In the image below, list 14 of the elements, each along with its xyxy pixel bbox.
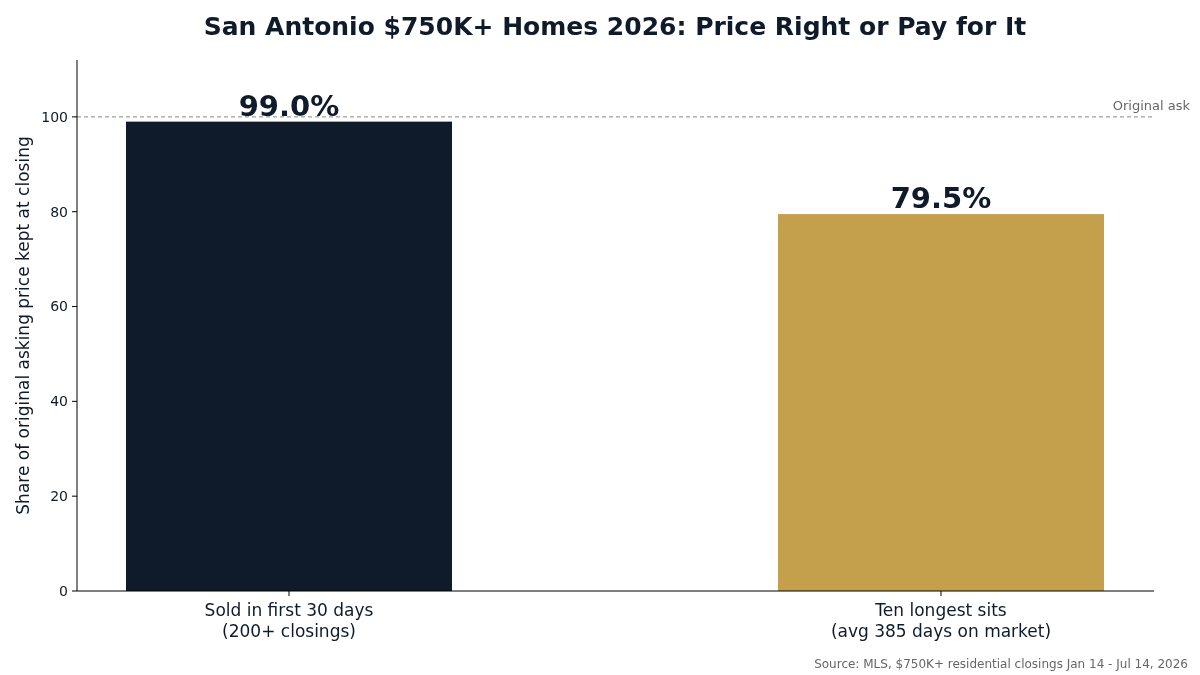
y-tick-label: 100 (41, 108, 68, 125)
source-note: Source: MLS, $750K+ residential closings Jan 14 - Jul 14, 2026 (814, 657, 1188, 671)
y-tick-label: 0 (59, 582, 68, 599)
y-axis-title: Share of original asking price kept at closing (13, 136, 33, 515)
y-tick-label: 40 (50, 393, 68, 410)
ref-line-label: Original ask (1112, 97, 1191, 113)
y-tick-label: 20 (50, 488, 68, 505)
data-label: 79.5% (890, 181, 992, 216)
data-label: 99.0% (238, 88, 340, 123)
x-tick-label: Sold in first 30 days (200+ closings) (204, 600, 374, 641)
x-tick-label: Ten longest sits (avg 385 days on market) (830, 600, 1052, 641)
chart-title: San Antonio $750K+ Homes 2026: Price Right or Pay for It (203, 12, 1027, 41)
y-tick-label: 60 (50, 298, 68, 315)
y-tick-label: 80 (50, 203, 68, 220)
